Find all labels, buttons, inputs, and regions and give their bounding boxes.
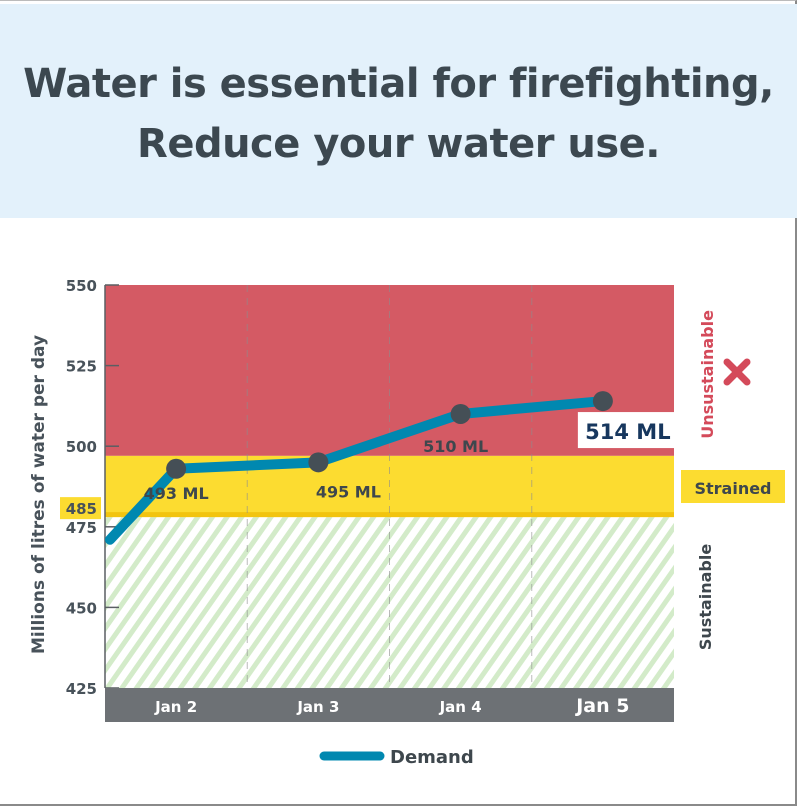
y-tick-label: 550 bbox=[66, 277, 97, 295]
strained-bottom-edge bbox=[105, 512, 674, 518]
y-tick-label: 500 bbox=[66, 438, 97, 456]
x-tick-label: Jan 4 bbox=[439, 698, 482, 716]
legend-label: Demand bbox=[390, 747, 474, 768]
page-title: Water is essential for firefighting, Red… bbox=[0, 54, 797, 174]
data-point bbox=[450, 403, 471, 424]
y-tick-label: 475 bbox=[66, 519, 97, 537]
data-label-box bbox=[577, 412, 678, 449]
title-line-2: Reduce your water use. bbox=[137, 121, 660, 167]
x-axis-band bbox=[105, 688, 674, 722]
threshold-label-bg bbox=[60, 497, 101, 520]
data-label: 510 ML bbox=[423, 437, 488, 456]
zone-label-sustainable: Sustainable bbox=[696, 544, 715, 650]
zone-label-unsustainable: Unsustainable bbox=[698, 310, 717, 439]
data-label: 495 ML bbox=[316, 482, 381, 501]
threshold-label: 485 bbox=[66, 500, 97, 518]
strained-label-bg bbox=[681, 470, 785, 503]
data-point bbox=[166, 458, 187, 479]
x-tick-label: Jan 2 bbox=[154, 698, 197, 716]
y-tick-label: 425 bbox=[66, 680, 97, 698]
x-mark-icon bbox=[723, 358, 751, 386]
header-banner: Water is essential for firefighting, Red… bbox=[0, 4, 797, 218]
y-axis-title: Millions of litres of water per day bbox=[29, 335, 49, 654]
data-label: 514 ML bbox=[585, 420, 670, 444]
data-point bbox=[308, 452, 329, 473]
zone-label-strained: Strained bbox=[694, 479, 771, 498]
title-line-1: Water is essential for firefighting, bbox=[23, 61, 774, 107]
data-point bbox=[592, 391, 613, 412]
x-tick-label: Jan 5 bbox=[574, 695, 629, 717]
data-label: 493 ML bbox=[144, 484, 209, 503]
x-tick-label: Jan 3 bbox=[296, 698, 339, 716]
y-tick-label: 450 bbox=[66, 599, 97, 617]
y-tick-label: 525 bbox=[66, 358, 97, 376]
